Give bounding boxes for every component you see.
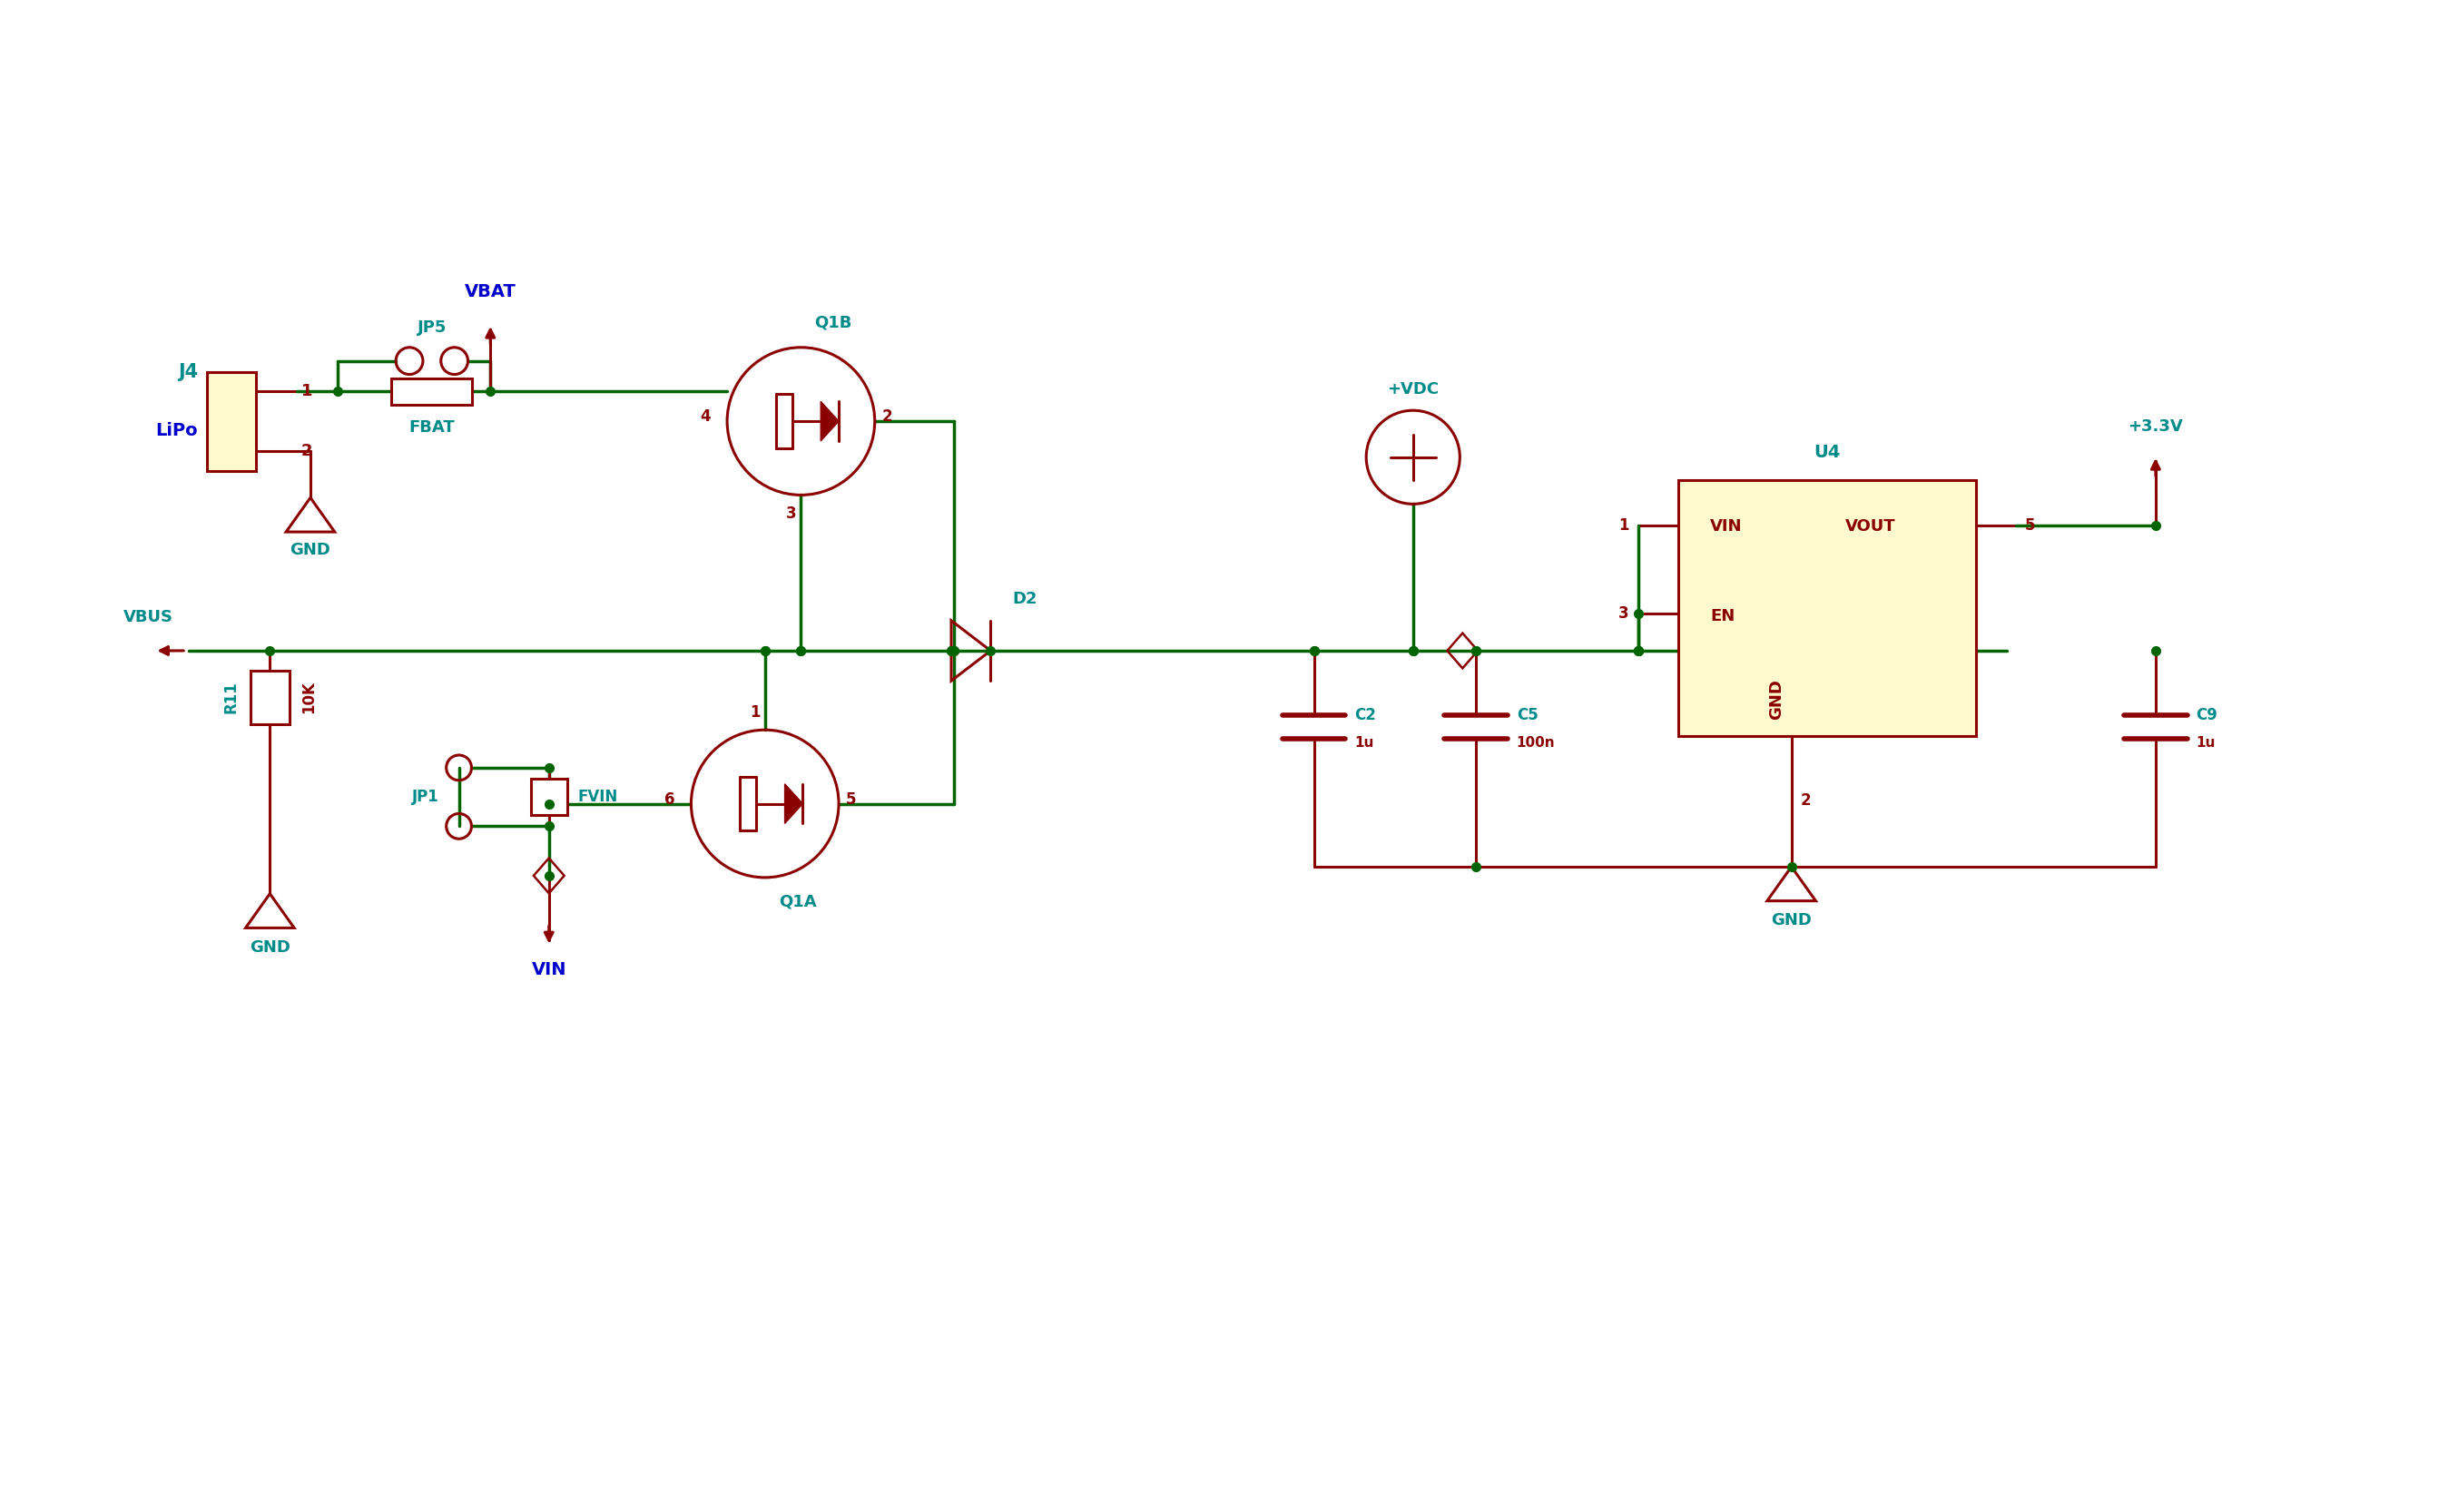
Text: VIN: VIN <box>1711 519 1743 535</box>
Bar <box>392 378 472 405</box>
Text: 1u: 1u <box>1354 736 1373 750</box>
Text: 100n: 100n <box>1515 736 1554 750</box>
Text: VOUT: VOUT <box>1846 519 1895 535</box>
Text: U4: U4 <box>1814 443 1841 461</box>
Text: VBAT: VBAT <box>465 283 517 301</box>
Text: FBAT: FBAT <box>409 419 455 435</box>
Text: 4: 4 <box>700 408 710 425</box>
Text: C2: C2 <box>1354 708 1376 724</box>
Text: C9: C9 <box>2196 708 2218 724</box>
Text: Q1A: Q1A <box>778 894 815 910</box>
Text: 2: 2 <box>301 443 313 460</box>
Text: R11: R11 <box>223 682 240 714</box>
Text: 5: 5 <box>2024 517 2037 534</box>
Text: GND: GND <box>289 541 330 558</box>
FancyBboxPatch shape <box>1679 479 1976 736</box>
Text: 2: 2 <box>881 408 894 425</box>
Text: C5: C5 <box>1515 708 1537 724</box>
Text: EN: EN <box>1711 608 1736 624</box>
Text: 3: 3 <box>786 507 796 522</box>
Text: 1: 1 <box>1618 517 1628 534</box>
Text: GND: GND <box>1767 679 1785 720</box>
Text: 5: 5 <box>847 791 857 807</box>
Text: LiPo: LiPo <box>157 422 198 438</box>
Text: 6: 6 <box>663 791 676 807</box>
Text: VIN: VIN <box>531 962 565 978</box>
Text: J4: J4 <box>179 363 198 381</box>
Text: 2: 2 <box>1799 792 1812 809</box>
Text: 1u: 1u <box>2196 736 2215 750</box>
Polygon shape <box>786 783 803 824</box>
Text: D2: D2 <box>1013 591 1038 608</box>
Text: Q1B: Q1B <box>815 314 852 331</box>
Text: 3: 3 <box>1618 605 1628 621</box>
Bar <box>531 779 568 815</box>
Text: 1: 1 <box>301 384 313 399</box>
Text: +VDC: +VDC <box>1388 381 1439 398</box>
Text: GND: GND <box>1770 913 1812 928</box>
Text: GND: GND <box>250 939 291 956</box>
Text: +3.3V: +3.3V <box>2127 419 2184 435</box>
Bar <box>250 670 289 724</box>
Text: 10K: 10K <box>301 682 316 714</box>
Text: FVIN: FVIN <box>578 789 617 804</box>
Text: JP1: JP1 <box>411 789 438 804</box>
FancyBboxPatch shape <box>208 372 257 470</box>
Text: 1: 1 <box>749 705 761 721</box>
Polygon shape <box>820 401 840 442</box>
Text: JP5: JP5 <box>416 319 446 336</box>
Text: VBUS: VBUS <box>122 609 174 626</box>
